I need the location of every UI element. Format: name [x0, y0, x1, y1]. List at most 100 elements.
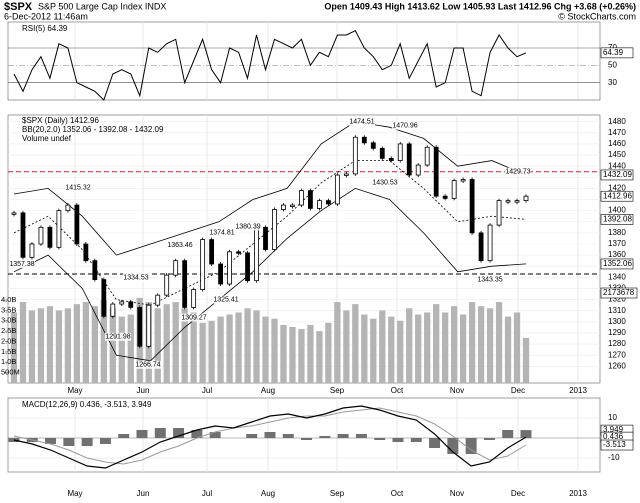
price-annotation: 1291.98: [105, 334, 130, 341]
volume-bar: [424, 312, 431, 383]
volume-bar: [468, 302, 476, 383]
macd-histogram-bar: [191, 430, 203, 438]
volume-bar: [253, 310, 260, 383]
price-candle: [308, 190, 313, 209]
timestamp: 6-Dec-2012 11:46am: [4, 11, 88, 21]
volume-bar: [46, 306, 54, 383]
price-annotation: 1309.27: [181, 314, 206, 321]
price-candle: [281, 204, 286, 210]
last-price-box: [600, 190, 634, 202]
y-tick-label: 1280: [608, 339, 626, 348]
macd-histogram-bar: [264, 432, 276, 438]
volume-bar: [163, 304, 170, 383]
price-annotation: 1266.74: [135, 362, 160, 369]
y-tick-label: 1360: [608, 250, 626, 259]
volume-bar: [388, 316, 395, 383]
annotation-bg: [392, 121, 418, 130]
volume-last-box: [600, 287, 638, 299]
price-candle: [460, 179, 466, 182]
macd-histogram-bar: [392, 438, 404, 442]
price-candle: [415, 164, 421, 176]
volume-bar: [64, 308, 72, 383]
volume-bar: [370, 318, 377, 383]
price-candle: [164, 274, 170, 296]
volume-bar: [379, 310, 386, 383]
volume-bar: [118, 316, 125, 383]
y-tick-label: 30: [608, 78, 617, 87]
price-candle: [317, 200, 322, 209]
macd-histogram-bar: [355, 434, 367, 438]
annotation-bg: [349, 117, 375, 126]
macd-histogram-bar: [520, 430, 532, 438]
y-tick-label: 1470: [608, 128, 626, 137]
volume-bar: [55, 310, 63, 383]
volume-bar: [361, 314, 368, 383]
price-candle: [245, 252, 250, 282]
volume-bar: [244, 308, 251, 383]
x-tick-label: Jun: [137, 386, 150, 395]
price-candle: [56, 210, 62, 248]
price-candle: [505, 200, 511, 203]
volume-bar: [10, 312, 18, 383]
y-tick-label: 1460: [608, 139, 626, 148]
y-tick-label: 1420: [608, 184, 626, 193]
macd-histogram-bar: [319, 436, 331, 438]
macd-histogram-bar: [447, 438, 459, 454]
volume-bar: [522, 337, 530, 383]
rsi-last-box: [600, 47, 634, 59]
price-annotation: 1357.38: [9, 261, 34, 268]
price-legend: $SPX (Daily) 1412.96: [22, 116, 99, 125]
volume-bar: [486, 308, 494, 383]
macd-histogram-bar: [483, 438, 495, 440]
volume-bar: [442, 312, 449, 383]
rsi-line: [13, 30, 527, 101]
x-tick-label: Sep: [330, 386, 345, 395]
volume-bar: [199, 322, 206, 383]
price-candle: [370, 142, 376, 149]
price-candle: [110, 303, 116, 317]
panel-frame: [7, 21, 601, 101]
price-candle: [128, 301, 134, 308]
bb-upper-last: 1432.09: [603, 170, 632, 179]
volume-tick-label: 3.0B: [1, 316, 16, 325]
volume-bar: [190, 312, 197, 383]
volume-bar: [289, 326, 296, 383]
x-tick-label: Nov: [450, 489, 464, 498]
price-candle: [191, 289, 197, 308]
volume-bar: [495, 302, 503, 383]
y-tick-label: 1270: [608, 350, 626, 359]
annotation-bg: [65, 183, 91, 192]
volume-bar: [406, 308, 413, 383]
price-candle: [155, 294, 161, 306]
price-candle: [137, 306, 143, 347]
volume-bar: [208, 320, 215, 383]
price-candle: [92, 260, 98, 280]
volume-bar: [477, 306, 485, 383]
x-tick-label: Aug: [261, 489, 275, 498]
bollinger-band: [13, 187, 527, 362]
price-candle: [146, 304, 152, 347]
price-candle: [361, 136, 367, 144]
y-tick-label: 1310: [608, 306, 626, 315]
price-candle: [451, 180, 457, 199]
y-tick-label: 1380: [608, 228, 626, 237]
x-tick-label: Oct: [391, 386, 404, 395]
price-candle: [496, 200, 502, 226]
volume-tick-label: 4.0B: [1, 295, 16, 304]
price-candle: [514, 200, 520, 203]
y-tick-label: 1450: [608, 150, 626, 159]
annotation-bg: [105, 332, 131, 341]
histogram-last: 3.949: [603, 425, 624, 434]
price-candle: [487, 224, 493, 262]
macd-last: 0.436: [603, 432, 624, 441]
annotation-bg: [505, 167, 531, 176]
price-candle: [379, 147, 385, 159]
price-candle: [523, 195, 529, 202]
price-candle: [442, 195, 448, 199]
x-tick-label: Dec: [511, 386, 525, 395]
price-candle: [343, 173, 349, 176]
macd-histogram-bar: [63, 438, 75, 446]
price-candle: [209, 239, 215, 265]
price-candle: [29, 243, 35, 258]
